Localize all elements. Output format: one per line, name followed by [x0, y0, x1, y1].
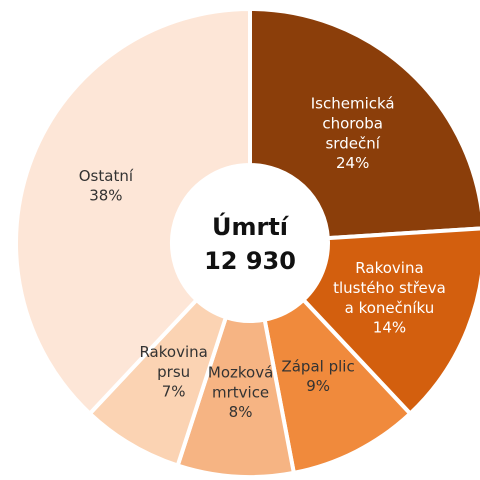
center-title: Úmrtí — [212, 211, 290, 241]
slice-label: Rakovina prsu — [139, 343, 207, 381]
slice-value-label: 9% — [306, 377, 330, 395]
slice-label: Ischemická choroba srdeční — [311, 94, 395, 152]
donut-slice — [248, 6, 480, 241]
slice-label: Rakovina tlustého střeva a konečníku — [333, 259, 446, 317]
slice-value-label: 8% — [229, 403, 253, 421]
slice-label: Zápal plic — [281, 357, 354, 375]
donut-slice — [300, 226, 480, 417]
center-total: 12 930 — [204, 247, 296, 275]
slice-label: Mozková mrtvice — [208, 363, 273, 401]
donut-slice — [262, 297, 414, 476]
slice-value-label: 14% — [373, 319, 406, 337]
donut-slice — [14, 6, 252, 417]
slice-label: Ostatní — [79, 166, 134, 184]
slice-value-label: 38% — [89, 186, 122, 204]
slice-value-label: 24% — [336, 154, 369, 172]
slice-value-label: 7% — [162, 383, 186, 401]
